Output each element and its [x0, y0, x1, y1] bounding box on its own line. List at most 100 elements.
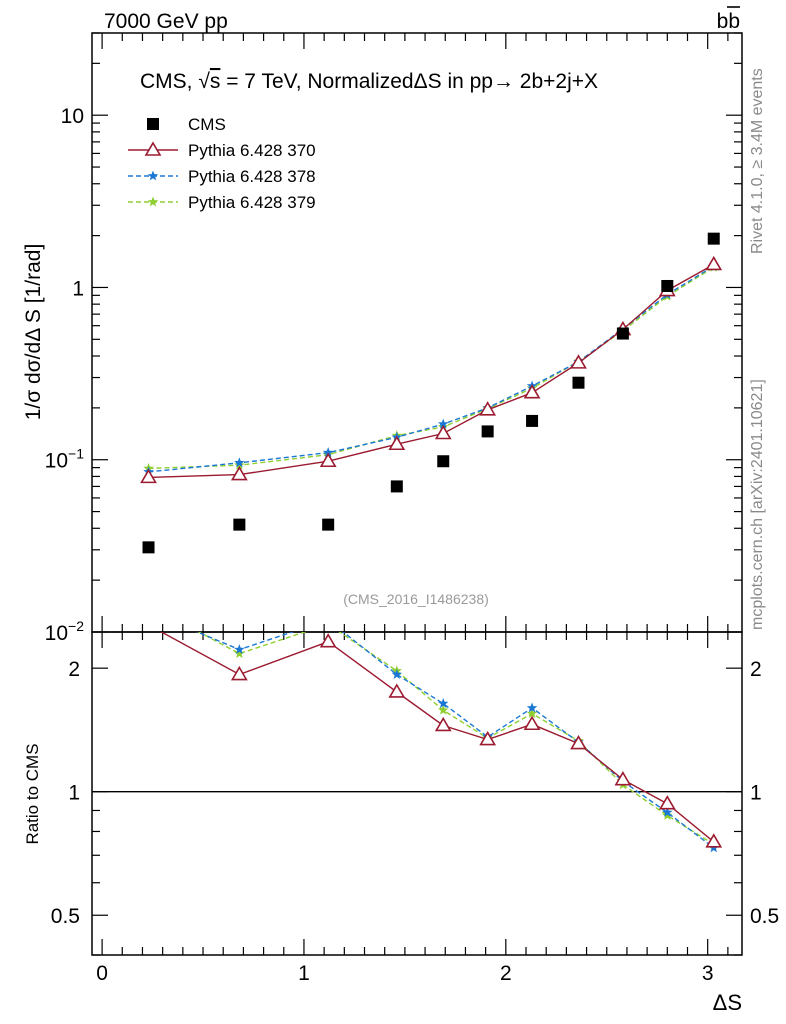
- ratio-series-pythia-6-428-379: [143, 600, 719, 849]
- ratio-point-pythia-6-428-378: [234, 644, 245, 654]
- main-series: [140, 232, 723, 554]
- x-tick-label: 3: [702, 962, 714, 985]
- ratio-y-tick-label: 2: [68, 658, 80, 681]
- ratio-y-tick-label-right: 2: [750, 658, 762, 681]
- x-axis-label: ΔS: [713, 990, 742, 1015]
- main-point-cms: [437, 455, 450, 468]
- ratio-line-pythia-6-428-370: [160, 632, 715, 843]
- ratio-y-tick-label: 0.5: [51, 905, 80, 928]
- main-point-cms: [390, 480, 403, 493]
- main-y-tick-label: 10−1: [45, 446, 85, 473]
- main-point-cms: [142, 541, 155, 554]
- legend-label: CMS: [188, 115, 226, 134]
- ratio-point-pythia-6-428-370: [230, 665, 248, 681]
- ratio-panel: 0.5 0.5 1 1 2 2 0 1 2 3 Ratio to CMS ΔS: [23, 600, 779, 1015]
- ratio-line-pythia-6-428-378: [195, 632, 715, 849]
- ratio-series: [142, 600, 723, 853]
- header-right-label: bb: [717, 6, 740, 33]
- ratio-point-pythia-6-428-370: [523, 715, 541, 731]
- main-y-ticks: 10−2 10−1 1 10: [45, 32, 742, 645]
- ratio-line-pythia-6-428-379: [197, 632, 715, 845]
- main-point-pythia-6-428-370: [388, 435, 406, 451]
- main-point-cms: [481, 425, 494, 438]
- main-point-pythia-6-428-370: [140, 468, 157, 484]
- main-x-ticks: [101, 33, 729, 632]
- main-point-pythia-6-428-378: [234, 457, 245, 468]
- legend-marker: [147, 196, 159, 207]
- x-tick-label: 2: [500, 962, 512, 985]
- header-left-label: 7000 GeV pp: [104, 10, 228, 33]
- ratio-point-pythia-6-428-378: [526, 702, 538, 713]
- ratio-point-pythia-6-428-378: [143, 606, 154, 616]
- main-point-cms: [233, 518, 246, 531]
- ratio-point-pythia-6-428-370: [570, 734, 587, 750]
- ratio-point-pythia-6-428-378: [391, 669, 402, 679]
- header-right-b: b: [717, 10, 729, 33]
- main-panel: 10−2 10−1 1 10 (CMS_2016_I1486238) CMS, √s …: [22, 32, 743, 645]
- main-title-sqrt: √: [198, 70, 210, 93]
- main-title-s: s: [210, 70, 221, 93]
- ratio-point-pythia-6-428-370: [434, 716, 452, 732]
- main-y-tick-label: 1: [72, 277, 84, 300]
- ratio-point-pythia-6-428-378: [662, 807, 673, 817]
- rivet-label: Rivet 4.1.0, ≥ 3.4M events: [749, 68, 766, 254]
- ratio-series-pythia-6-428-370: [142, 618, 723, 848]
- x-tick-label: 1: [298, 962, 310, 985]
- main-series-pythia-6-428-378: [143, 260, 719, 477]
- ratio-point-pythia-6-428-370: [388, 683, 406, 698]
- ratio-y-axis-label: Ratio to CMS: [23, 743, 42, 844]
- main-point-pythia-6-428-370: [523, 384, 541, 399]
- main-point-pythia-6-428-370: [434, 424, 452, 440]
- ratio-point-pythia-6-428-378: [438, 698, 449, 708]
- ratio-point-pythia-6-428-370: [614, 771, 632, 786]
- ratio-y-tick-label: 1: [68, 782, 80, 805]
- main-line-pythia-6-428-378: [148, 265, 715, 473]
- ratio-y-ticks: 0.5 0.5 1 1 2 2: [51, 658, 779, 956]
- main-point-pythia-6-428-370: [230, 465, 248, 481]
- main-series-cms: [142, 232, 720, 554]
- ratio-point-pythia-6-428-370: [319, 633, 337, 648]
- main-point-pythia-6-428-370: [319, 452, 337, 468]
- main-title: CMS, √s = 7 TeV, NormalizedΔS in pp→ 2b+…: [140, 70, 598, 93]
- legend-label: Pythia 6.428 370: [188, 141, 316, 160]
- main-point-cms: [661, 279, 674, 292]
- ratio-y-tick-label-right: 1: [750, 782, 762, 805]
- main-line-pythia-6-428-379: [148, 266, 715, 470]
- ratio-point-pythia-6-428-379: [143, 600, 154, 610]
- main-y-axis-label: 1/σ dσ/dΔ S [1/rad]: [22, 244, 45, 421]
- ratio-series-pythia-6-428-378: [143, 606, 719, 853]
- main-line-pythia-6-428-370: [148, 263, 715, 479]
- ratio-point-pythia-6-428-378: [323, 615, 334, 625]
- mcplots-label: mcplots.cern.ch [arXiv:2401.10621]: [749, 379, 766, 630]
- main-title-post: = 7 TeV, NormalizedΔS in pp→ 2b+2j+X: [220, 70, 598, 93]
- svg-text:bb: bb: [717, 10, 740, 33]
- ratio-panel-frame: [91, 631, 743, 956]
- main-point-cms: [707, 232, 720, 245]
- legend-label: Pythia 6.428 379: [188, 193, 316, 212]
- main-y-tick-label: 10: [61, 105, 84, 128]
- header-right-bbar: b: [728, 10, 740, 33]
- main-title-pre: CMS,: [140, 70, 198, 93]
- ratio-point-pythia-6-428-370: [658, 795, 676, 810]
- main-point-cms: [572, 376, 585, 389]
- legend-label: Pythia 6.428 378: [188, 167, 316, 186]
- x-tick-label: 0: [96, 962, 108, 985]
- legend-item-pythia-6-428-370: Pythia 6.428 370: [128, 141, 316, 160]
- legend-marker: [144, 141, 162, 156]
- main-point-pythia-6-428-378: [438, 418, 449, 429]
- main-point-cms: [526, 414, 539, 427]
- legend-item-pythia-6-428-379: Pythia 6.428 379: [128, 193, 316, 212]
- main-point-pythia-6-428-378: [322, 447, 334, 457]
- ratio-point-pythia-6-428-370: [142, 618, 156, 630]
- main-point-pythia-6-428-370: [705, 255, 723, 271]
- main-point-pythia-6-428-370: [479, 401, 497, 416]
- main-watermark: (CMS_2016_I1486238): [343, 591, 489, 607]
- legend: CMS Pythia 6.428 370 Pythia 6.428 378 Pythi…: [128, 115, 316, 212]
- ratio-point-pythia-6-428-370: [479, 730, 497, 746]
- ratio-point-pythia-6-428-379: [234, 648, 245, 659]
- ratio-point-pythia-6-428-370: [705, 833, 723, 848]
- main-series-pythia-6-428-370: [140, 255, 723, 484]
- ratio-y-tick-label-right: 0.5: [750, 905, 779, 928]
- main-y-tick-label: 10−2: [45, 618, 85, 645]
